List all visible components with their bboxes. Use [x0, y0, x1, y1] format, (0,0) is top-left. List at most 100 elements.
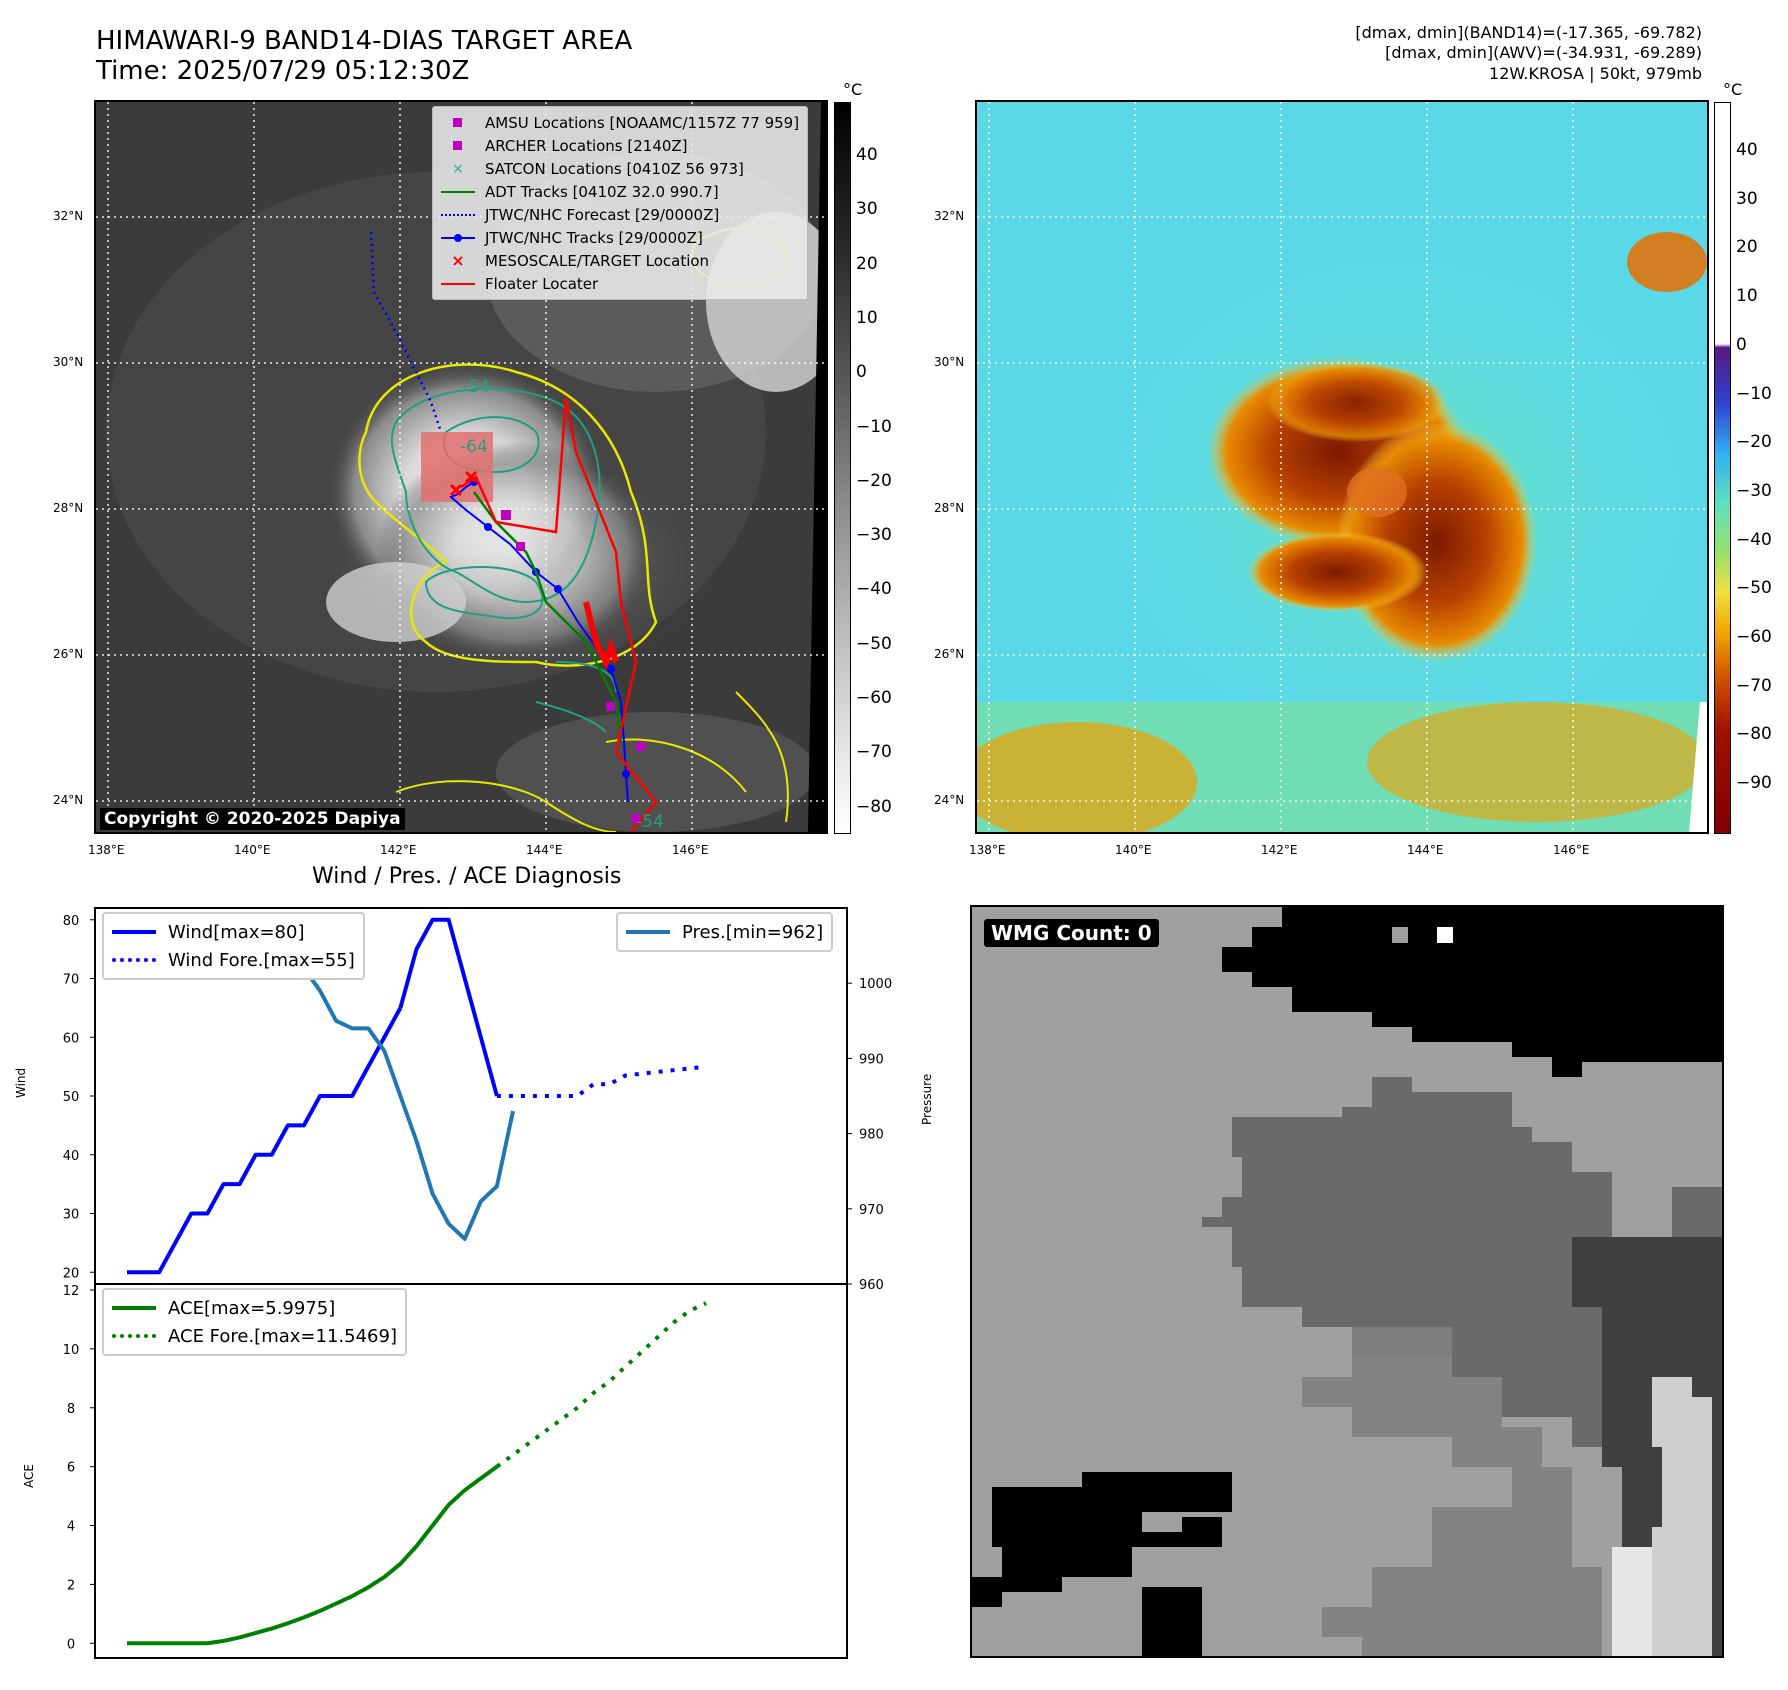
colorbar-tick: −30 — [856, 525, 892, 546]
awv-map-image — [977, 102, 1707, 832]
storm-info: 12W.KROSA | 50kt, 979mb — [1489, 64, 1702, 83]
colorbar-tick: −40 — [856, 579, 892, 600]
colorbar-tick: −40 — [1736, 529, 1772, 550]
ace-legend: ACE[max=5.9975] ACE Fore.[max=11.5469] — [102, 1288, 407, 1356]
wind-tick-label: 20 — [63, 1266, 80, 1281]
colorbar-tick: −20 — [856, 470, 892, 491]
pressure-tick-label: 980 — [859, 1128, 884, 1143]
wind-tick-label: 60 — [63, 1031, 80, 1046]
ir-colorbar-unit: °C — [843, 80, 863, 99]
awv-range: [dmax, dmin](AWV)=(-34.931, -69.289) — [1385, 43, 1702, 62]
figure-title: HIMAWARI-9 BAND14-DIAS TARGET AREA — [96, 26, 633, 56]
diagnosis-title: Wind / Pres. / ACE Diagnosis — [312, 864, 622, 889]
wind-axis-label: Wind — [14, 1067, 28, 1098]
pressure-tick-label: 1000 — [859, 977, 892, 992]
lat-tick: 32°N — [934, 209, 965, 223]
legend-entry: × MESOSCALE/TARGET Location — [441, 249, 799, 272]
legend-entry: Wind[max=80] — [112, 918, 355, 946]
solid-line-icon — [112, 1306, 156, 1310]
dotted-line-icon — [441, 207, 475, 223]
ace-tick-label: 0 — [67, 1637, 75, 1652]
lat-tick: 30°N — [53, 355, 84, 369]
colorbar-tick: −20 — [1736, 432, 1772, 453]
lat-tick: 28°N — [53, 501, 84, 515]
legend-entry: ARCHER Locations [2140Z] — [441, 134, 799, 157]
colorbar-tick: 40 — [856, 145, 878, 165]
colorbar-tick: −50 — [1736, 578, 1772, 599]
colorbar-tick: 10 — [856, 307, 878, 328]
ace-tick-label: 12 — [63, 1284, 80, 1299]
ace-tick-label: 4 — [67, 1520, 75, 1535]
pressure-tick-label: 990 — [859, 1052, 884, 1067]
wind-legend: Wind[max=80] Wind Fore.[max=55] — [102, 912, 365, 980]
lat-tick: 24°N — [53, 793, 84, 807]
legend-entry: ADT Tracks [0410Z 32.0 990.7] — [441, 180, 799, 203]
colorbar-tick: −60 — [1736, 627, 1772, 647]
colorbar-tick: 30 — [1736, 188, 1758, 209]
lon-tick: 142°E — [1261, 843, 1298, 857]
lat-tick: 30°N — [934, 355, 965, 369]
wind-tick-label: 50 — [63, 1090, 80, 1105]
line-marker-icon — [441, 184, 475, 200]
colorbar-tick: −80 — [1736, 724, 1772, 745]
contour-label: -54 — [462, 377, 490, 397]
colorbar-tick: −70 — [1736, 675, 1772, 696]
ir-colorbar — [834, 102, 851, 834]
lat-tick: 26°N — [934, 647, 965, 661]
colorbar-tick: −80 — [856, 796, 892, 817]
colorbar-tick: 40 — [1736, 140, 1758, 160]
legend-entry: Wind Fore.[max=55] — [112, 946, 355, 974]
wmg-image — [972, 907, 1722, 1656]
lon-tick: 140°E — [234, 843, 271, 857]
colorbar-tick: −10 — [856, 416, 892, 437]
cross-marker-icon: × — [452, 160, 464, 177]
ace-axes-frame — [94, 1283, 848, 1659]
line-dot-icon — [441, 230, 475, 246]
wind-tick-label: 80 — [63, 914, 80, 929]
pressure-axis-label: Pressure — [920, 1073, 934, 1125]
lat-tick: 26°N — [53, 647, 84, 661]
pressure-legend: Pres.[min=962] — [616, 912, 834, 952]
lon-tick: 142°E — [380, 843, 417, 857]
colorbar-tick: 20 — [1736, 237, 1758, 258]
wind-tick-label: 30 — [63, 1208, 80, 1223]
ace-forecast-line — [495, 1301, 707, 1469]
band14-range: [dmax, dmin](BAND14)=(-17.365, -69.782) — [1355, 23, 1702, 42]
legend-entry: JTWC/NHC Tracks [29/0000Z] — [441, 226, 799, 249]
dotted-line-icon — [112, 1334, 156, 1338]
ace-tick-label: 2 — [67, 1578, 75, 1593]
lon-tick: 138°E — [88, 843, 125, 857]
wind-tick-label: 40 — [63, 1149, 80, 1164]
pressure-tick-label: 970 — [859, 1203, 884, 1218]
line-marker-icon — [441, 276, 475, 292]
colorbar-tick: −60 — [856, 688, 892, 708]
legend-entry: ACE[max=5.9975] — [112, 1294, 397, 1322]
ace-tick-label: 8 — [67, 1402, 75, 1417]
legend-entry: JTWC/NHC Forecast [29/0000Z] — [441, 203, 799, 226]
lon-tick: 140°E — [1115, 843, 1152, 857]
legend-entry: Pres.[min=962] — [626, 918, 823, 946]
square-marker-icon — [441, 115, 475, 131]
lat-tick: 32°N — [53, 209, 84, 223]
awv-map-panel — [975, 100, 1709, 834]
legend-entry: ACE Fore.[max=11.5469] — [112, 1322, 397, 1350]
contour-label: -64 — [460, 437, 488, 457]
wind-series-line — [127, 1006, 403, 1275]
cross-marker-icon: × — [451, 250, 465, 270]
colorbar-tick: −90 — [1736, 773, 1772, 794]
lon-tick: 146°E — [1553, 843, 1590, 857]
ir-map-image — [96, 102, 826, 832]
legend-entry: × SATCON Locations [0410Z 56 973] — [441, 157, 799, 180]
ace-tick-label: 10 — [63, 1343, 80, 1358]
colorbar-tick: −70 — [856, 742, 892, 763]
wmg-panel: WMG Count: 0 — [970, 905, 1724, 1658]
lon-tick: 144°E — [526, 843, 563, 857]
contour-label: -54 — [636, 812, 664, 832]
solid-line-icon — [112, 930, 156, 934]
wind-forecast-line — [496, 1064, 707, 1098]
colorbar-tick: 20 — [856, 253, 878, 274]
wind-series-line — [398, 917, 499, 1097]
lon-tick: 144°E — [1407, 843, 1444, 857]
colorbar-tick: −10 — [1736, 383, 1772, 404]
square-marker-icon — [441, 138, 475, 154]
